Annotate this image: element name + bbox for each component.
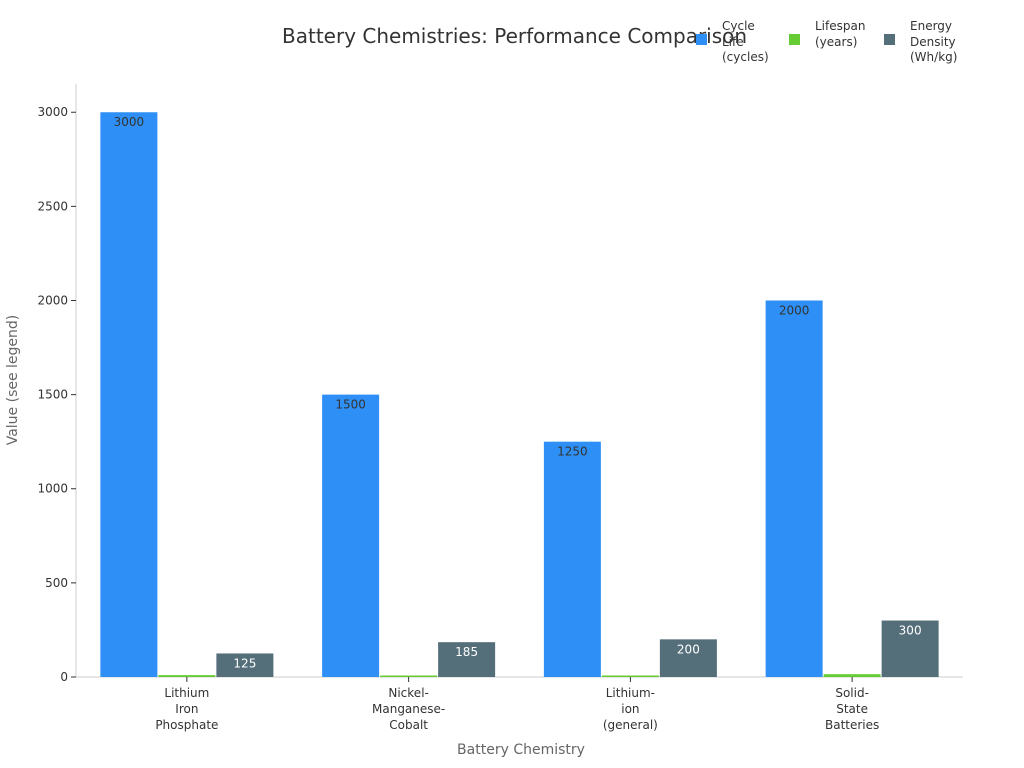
y-tick-label: 3000 [37, 105, 68, 119]
data-label: 1250 [557, 445, 588, 459]
x-tick-label: Nickel-Manganese-Cobalt [372, 686, 445, 732]
y-tick-label: 2500 [37, 199, 68, 213]
data-label: 300 [899, 624, 922, 638]
legend-item-energy-density[interactable]: Energy Density (Wh/kg) [884, 19, 957, 66]
y-tick-label: 1500 [37, 388, 68, 402]
x-tick-label: Lithium-ion (general) [603, 686, 658, 732]
bar [765, 300, 823, 677]
legend: Cycle Life (cycles) Lifespan (years) Ene… [696, 19, 996, 69]
bar [380, 675, 438, 677]
bar [543, 441, 601, 677]
data-label: 185 [455, 645, 478, 659]
y-tick-label: 2000 [37, 293, 68, 307]
bar [216, 653, 274, 677]
x-axis-label: Battery Chemistry [457, 742, 585, 758]
bar [601, 675, 659, 677]
bar [158, 675, 216, 677]
bar [823, 674, 881, 677]
legend-swatch-lifespan [789, 34, 800, 45]
bar [100, 112, 158, 677]
legend-item-lifespan[interactable]: Lifespan (years) [789, 19, 865, 50]
data-label: 125 [233, 656, 256, 670]
bar [438, 642, 496, 677]
legend-swatch-cycle-life [696, 34, 707, 45]
legend-label-lifespan: Lifespan (years) [815, 19, 866, 49]
y-tick-label: 1000 [37, 482, 68, 496]
bar [322, 394, 380, 677]
chart-title: Battery Chemistries: Performance Compari… [282, 24, 748, 48]
x-tick-label: Solid-State Batteries [825, 686, 879, 732]
bar [659, 639, 717, 677]
legend-item-cycle-life[interactable]: Cycle Life (cycles) [696, 19, 769, 66]
y-tick-label: 0 [60, 670, 68, 684]
bar [881, 620, 939, 677]
legend-label-cycle-life: Cycle Life (cycles) [722, 19, 769, 64]
x-tick-label: Lithium Iron Phosphate [155, 686, 218, 732]
data-label: 200 [677, 642, 700, 656]
y-tick-label: 500 [45, 576, 68, 590]
legend-swatch-energy-density [884, 34, 895, 45]
data-label: 3000 [114, 115, 145, 129]
legend-label-energy-density: Energy Density (Wh/kg) [910, 19, 958, 64]
y-axis-label: Value (see legend) [5, 314, 21, 446]
data-label: 1500 [335, 398, 366, 412]
data-label: 2000 [779, 303, 810, 317]
